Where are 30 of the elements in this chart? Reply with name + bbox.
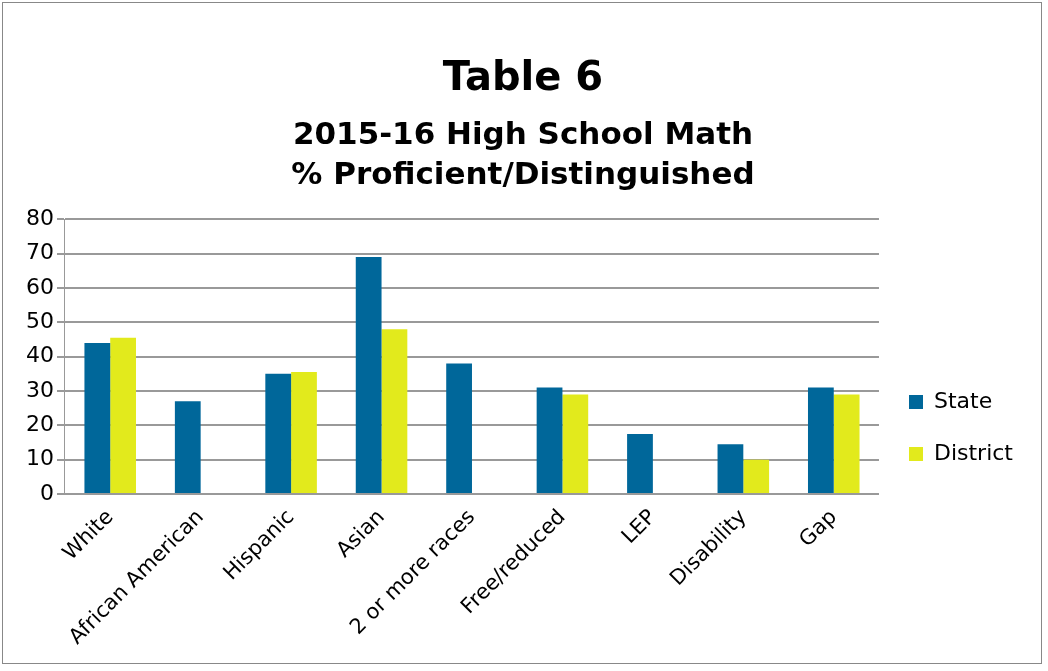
y-tick-label: 0 [39,479,54,505]
x-tick-label: Gap [794,504,842,552]
y-tick-label: 40 [25,342,54,368]
bar [536,387,563,494]
bar [291,372,317,494]
bar [627,433,653,494]
y-tick-label: 50 [25,307,54,333]
bar [807,387,834,494]
chart-subtitle: 2015-16 High School Math % Proficient/Distinguished [290,114,756,193]
legend-label: District [933,439,1014,465]
bar [355,256,382,494]
y-tick-label: 70 [25,239,54,265]
bar [84,342,111,494]
bar [446,363,472,494]
y-tick-label: 30 [25,376,54,402]
bar [174,401,201,494]
y-tick-label: 20 [25,411,54,437]
x-tick-label: LEP [616,504,661,548]
bar [562,394,589,494]
y-tick-label: 60 [25,273,54,299]
y-tick-label: 80 [25,204,54,230]
bar [743,459,770,494]
bar [833,394,860,494]
legend-label: State [933,387,993,413]
bar [717,444,744,494]
chart-title: Table 6 [441,53,605,99]
bar [381,329,408,494]
bar [110,337,136,494]
bar [265,373,292,494]
y-tick-label: 10 [25,445,54,471]
